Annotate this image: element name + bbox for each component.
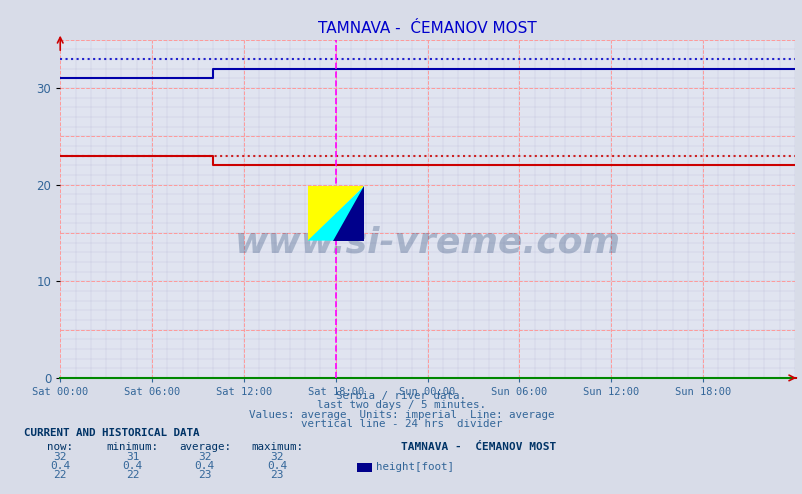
Text: 0.4: 0.4 [266, 461, 287, 471]
Text: 0.4: 0.4 [194, 461, 215, 471]
Text: www.si-vreme.com: www.si-vreme.com [234, 226, 620, 259]
Text: height[foot]: height[foot] [375, 462, 453, 472]
Text: Serbia / river data.: Serbia / river data. [336, 391, 466, 401]
Text: 32: 32 [270, 453, 283, 462]
Text: vertical line - 24 hrs  divider: vertical line - 24 hrs divider [301, 419, 501, 429]
Text: CURRENT AND HISTORICAL DATA: CURRENT AND HISTORICAL DATA [24, 428, 200, 438]
Text: 0.4: 0.4 [50, 461, 71, 471]
Title: TAMNAVA -  ĆEMANOV MOST: TAMNAVA - ĆEMANOV MOST [318, 21, 537, 36]
Text: maximum:: maximum: [251, 442, 302, 452]
Text: 22: 22 [54, 470, 67, 480]
Text: 22: 22 [126, 470, 139, 480]
Text: 31: 31 [126, 453, 139, 462]
Text: 23: 23 [270, 470, 283, 480]
Text: Values: average  Units: imperial  Line: average: Values: average Units: imperial Line: av… [249, 410, 553, 420]
Text: TAMNAVA -  ĆEMANOV MOST: TAMNAVA - ĆEMANOV MOST [401, 442, 556, 452]
Text: 32: 32 [54, 453, 67, 462]
Polygon shape [307, 186, 363, 241]
Polygon shape [307, 186, 363, 241]
Text: 23: 23 [198, 470, 211, 480]
Text: average:: average: [179, 442, 230, 452]
Text: 0.4: 0.4 [122, 461, 143, 471]
Text: minimum:: minimum: [107, 442, 158, 452]
Text: last two days / 5 minutes.: last two days / 5 minutes. [317, 400, 485, 410]
Text: now:: now: [47, 442, 73, 452]
Polygon shape [333, 186, 363, 241]
Text: 32: 32 [198, 453, 211, 462]
